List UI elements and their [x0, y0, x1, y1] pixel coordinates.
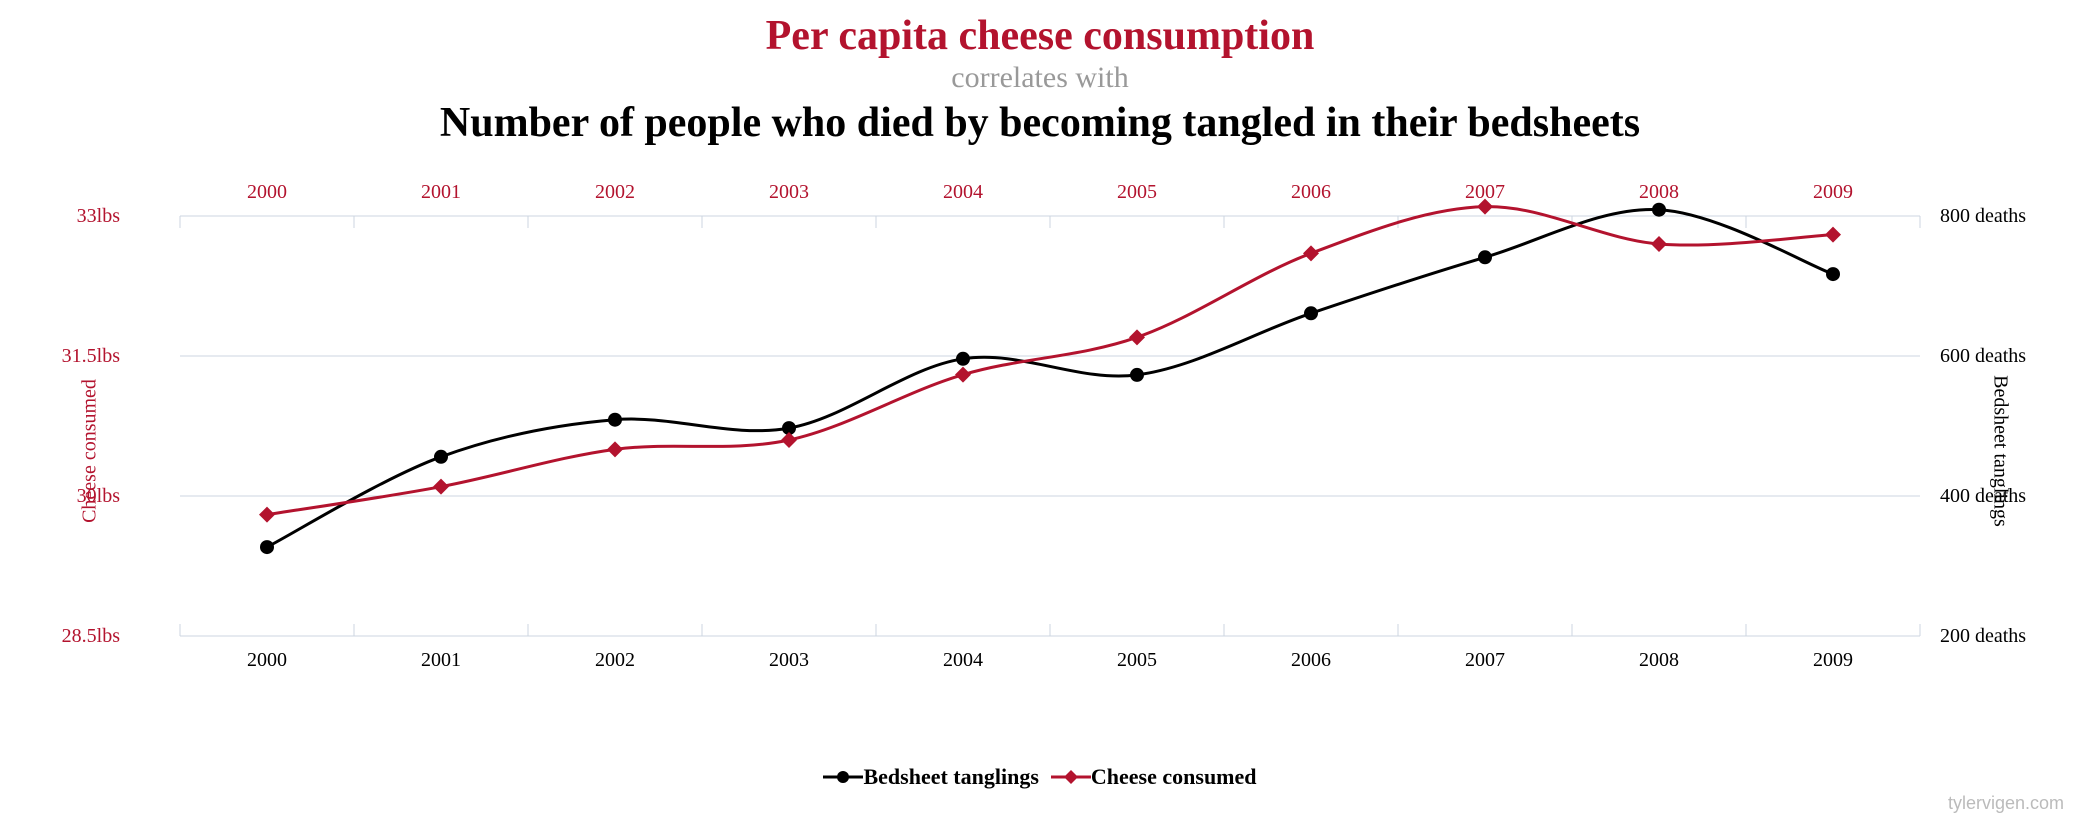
chart-svg: 2000 2001 2002 2003 2004 2005 2006 2007 2008 2009…: [0, 146, 2080, 756]
svg-text:2006: 2006: [1291, 181, 1331, 203]
svg-text:2008: 2008: [1639, 649, 1679, 671]
legend: Bedsheet tanglings Cheese consumed: [0, 764, 2080, 793]
svg-text:2009: 2009: [1813, 181, 1853, 203]
svg-text:400 deaths: 400 deaths: [1940, 485, 2026, 507]
attribution: tylervigen.com: [1948, 793, 2064, 814]
svg-text:2005: 2005: [1117, 181, 1157, 203]
legend-label: Cheese consumed: [1091, 764, 1257, 790]
svg-text:2001: 2001: [421, 181, 461, 203]
svg-text:2003: 2003: [769, 181, 809, 203]
svg-text:2004: 2004: [943, 649, 983, 671]
title-primary: Per capita cheese consumption: [0, 14, 2080, 58]
svg-text:2004: 2004: [943, 181, 983, 203]
svg-text:2003: 2003: [769, 649, 809, 671]
svg-text:2000: 2000: [247, 649, 287, 671]
svg-text:2009: 2009: [1813, 649, 1853, 671]
title-secondary: Number of people who died by becoming ta…: [0, 100, 2080, 146]
svg-text:2006: 2006: [1291, 649, 1331, 671]
svg-text:31.5lbs: 31.5lbs: [62, 345, 121, 367]
title-connector: correlates with: [0, 60, 2080, 96]
chart: Cheese consumed Bedsheet tanglings 20002…: [0, 146, 2080, 756]
svg-text:28.5lbs: 28.5lbs: [62, 625, 121, 647]
svg-text:200 deaths: 200 deaths: [1940, 625, 2026, 647]
svg-text:2008: 2008: [1639, 181, 1679, 203]
legend-item: Bedsheet tanglings: [823, 764, 1038, 790]
y-axis-left-label: Cheese consumed: [78, 379, 101, 523]
svg-text:33lbs: 33lbs: [77, 205, 121, 227]
svg-text:2005: 2005: [1117, 649, 1157, 671]
title-block: Per capita cheese consumption correlates…: [0, 0, 2080, 146]
svg-text:800 deaths: 800 deaths: [1940, 205, 2026, 227]
svg-text:2007: 2007: [1465, 649, 1505, 671]
legend-label: Bedsheet tanglings: [863, 764, 1038, 790]
legend-item: Cheese consumed: [1051, 764, 1257, 790]
y-axis-right-label: Bedsheet tanglings: [1989, 375, 2012, 527]
svg-text:2002: 2002: [595, 181, 635, 203]
svg-text:2001: 2001: [421, 649, 461, 671]
svg-text:2002: 2002: [595, 649, 635, 671]
svg-text:600 deaths: 600 deaths: [1940, 345, 2026, 367]
svg-text:2000: 2000: [247, 181, 287, 203]
